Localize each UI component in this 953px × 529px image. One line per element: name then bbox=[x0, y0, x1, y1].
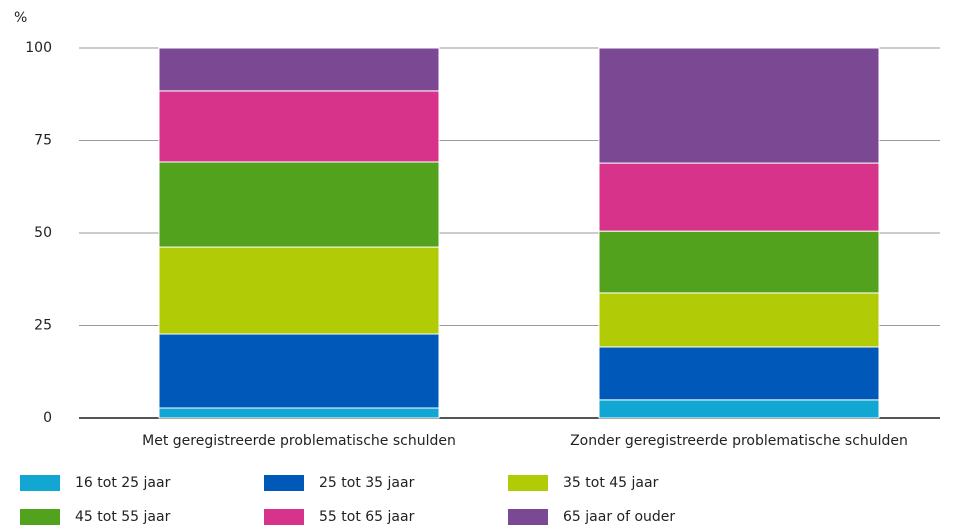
legend-label: 65 jaar of ouder bbox=[563, 509, 675, 525]
y-axis-label: % bbox=[14, 10, 27, 26]
bar-segment bbox=[598, 292, 880, 348]
legend-swatch bbox=[508, 509, 548, 525]
bar-segment bbox=[598, 230, 880, 294]
bar-segment bbox=[598, 346, 880, 401]
y-tick-label: 75 bbox=[34, 133, 52, 149]
bar-segment bbox=[158, 47, 440, 92]
legend-swatch bbox=[264, 475, 304, 491]
legend-label: 45 tot 55 jaar bbox=[75, 509, 171, 525]
x-tick-label: Zonder geregistreerde problematische sch… bbox=[570, 433, 908, 449]
bar-segment bbox=[158, 161, 440, 248]
legend-label: 35 tot 45 jaar bbox=[563, 475, 659, 491]
legend-label: 16 tot 25 jaar bbox=[75, 475, 171, 491]
y-tick-label: 50 bbox=[34, 225, 52, 241]
legend-label: 25 tot 35 jaar bbox=[319, 475, 415, 491]
legend-swatch bbox=[264, 509, 304, 525]
legend-swatch bbox=[20, 509, 60, 525]
y-tick-label: 0 bbox=[43, 410, 52, 426]
bar-segment bbox=[158, 333, 440, 409]
bar-segment bbox=[598, 47, 880, 164]
bar-segment bbox=[158, 90, 440, 163]
y-tick-label: 100 bbox=[25, 40, 52, 56]
bar-segment bbox=[598, 399, 880, 419]
bar-segment bbox=[598, 162, 880, 232]
legend-label: 55 tot 65 jaar bbox=[319, 509, 415, 525]
bar-segment bbox=[158, 407, 440, 419]
x-tick-label: Met geregistreerde problematische schuld… bbox=[142, 433, 456, 449]
legend-swatch bbox=[20, 475, 60, 491]
legend-swatch bbox=[508, 475, 548, 491]
y-tick-label: 25 bbox=[34, 318, 52, 334]
bar-segment bbox=[158, 246, 440, 335]
